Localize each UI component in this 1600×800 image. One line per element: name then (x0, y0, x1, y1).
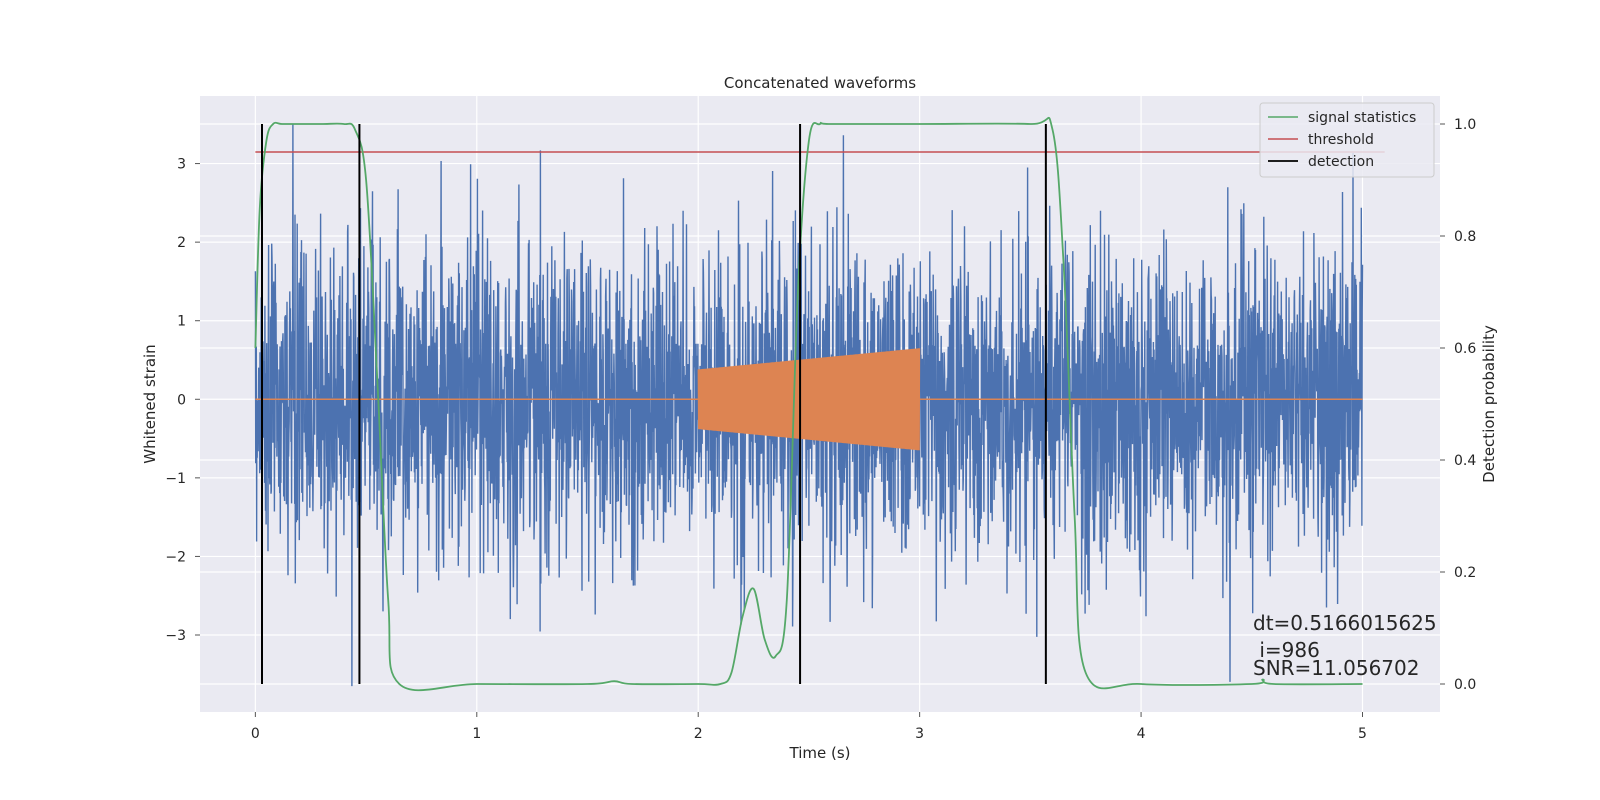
y-right-tick-label: 0.0 (1454, 677, 1476, 693)
x-tick-label: 4 (1137, 726, 1146, 742)
annotation-i: i=986 (1253, 638, 1320, 662)
legend-label-detection: detection (1308, 154, 1374, 170)
y-tick-label: −2 (165, 549, 186, 565)
annotation-dt: dt=0.5166015625 (1253, 611, 1437, 635)
y-tick-label: −3 (165, 628, 186, 644)
legend: signal statistics threshold detection (1259, 102, 1435, 178)
plot-area (254, 117, 1385, 692)
y-axis-label: Whitened strain (141, 344, 159, 463)
annotations: dt=0.5166015625 i=986 SNR=11.056702 (1253, 611, 1437, 680)
y-tick-label: 3 (177, 157, 186, 173)
y-right-tick-label: 0.4 (1454, 453, 1476, 469)
y-right-tick-label: 1.0 (1454, 117, 1476, 133)
y-right-tick-label: 0.2 (1454, 565, 1476, 581)
chart-title: Concatenated waveforms (724, 74, 916, 92)
y-right-tick-label: 0.6 (1454, 341, 1476, 357)
y-tick-label: −1 (165, 471, 186, 487)
legend-label-signal: signal statistics (1308, 110, 1416, 126)
axes-ticks: 0 1 2 3 4 5 −3 −2 −1 0 1 2 3 0.0 0.2 0.4 0.6 0.8 1.0 (165, 117, 1476, 742)
y-tick-label: 2 (177, 235, 186, 251)
annotation-snr: SNR=11.056702 (1253, 656, 1419, 680)
injection-chirp-line (697, 348, 921, 451)
y-axis-right-label: Detection probability (1480, 325, 1498, 483)
x-tick-label: 0 (251, 726, 260, 742)
x-axis-label: Time (s) (789, 744, 851, 762)
y-tick-label: 1 (177, 314, 186, 330)
strain-series-line (254, 124, 1364, 687)
x-tick-label: 3 (915, 726, 924, 742)
x-tick-label: 1 (472, 726, 481, 742)
legend-box (1259, 102, 1435, 178)
y-right-tick-label: 0.8 (1454, 229, 1476, 245)
legend-label-threshold: threshold (1308, 132, 1374, 148)
x-tick-label: 5 (1358, 726, 1367, 742)
x-tick-label: 2 (694, 726, 703, 742)
signal-statistics-line (254, 117, 1363, 692)
y-tick-label: 0 (177, 392, 186, 408)
